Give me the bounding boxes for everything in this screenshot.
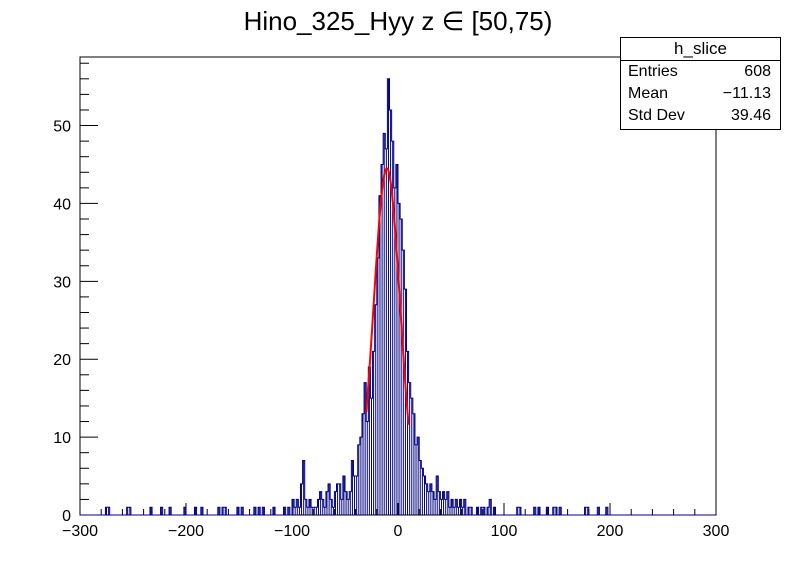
x-tick-label: 200 [597, 523, 624, 540]
x-tick-label: −100 [274, 523, 310, 540]
x-tick-label: −200 [168, 523, 204, 540]
x-tick-label: 100 [491, 523, 518, 540]
x-axis-ticks: −300 −200 −100 0 100 200 300 [62, 503, 729, 540]
gaussian-fit-curve [365, 167, 410, 425]
stats-mean-value: −11.13 [722, 85, 771, 102]
stats-mean-row: Mean −11.13 [621, 83, 780, 105]
y-tick-label: 50 [53, 119, 71, 136]
stats-mean-label: Mean [628, 85, 669, 102]
y-tick-label: 40 [53, 196, 71, 213]
x-tick-label: 0 [394, 523, 403, 540]
y-tick-label: 20 [53, 352, 71, 369]
chart-title: Hino_325_Hyy z ∈ [50,75) [243, 6, 553, 36]
stats-box: h_slice Entries 608 Mean −11.13 Std Dev … [620, 37, 781, 130]
stats-entries-value: 608 [744, 63, 771, 80]
x-tick-label: 300 [703, 523, 730, 540]
x-tick-label: −300 [62, 523, 98, 540]
histogram-bins [106, 78, 608, 515]
stats-box-name: h_slice [621, 38, 780, 61]
stats-entries-row: Entries 608 [621, 61, 780, 83]
y-tick-label: 30 [53, 274, 71, 291]
stats-stddev-row: Std Dev 39.46 [621, 105, 780, 127]
y-tick-label: 0 [62, 508, 71, 525]
y-axis-ticks: 0 10 20 30 40 50 [53, 62, 98, 525]
histogram-series [80, 78, 716, 516]
stats-stddev-label: Std Dev [628, 107, 685, 124]
stats-entries-label: Entries [628, 63, 678, 80]
stats-stddev-value: 39.46 [730, 107, 771, 124]
y-tick-label: 10 [53, 430, 71, 447]
